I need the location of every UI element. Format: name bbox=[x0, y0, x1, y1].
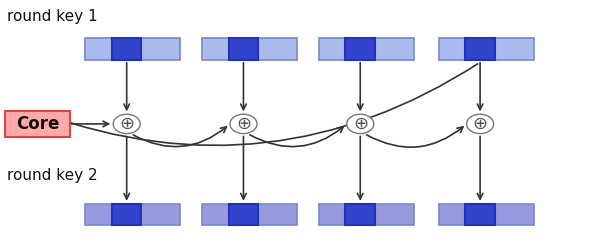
Bar bbox=[346, 38, 375, 60]
Bar bbox=[85, 38, 180, 60]
Bar bbox=[112, 38, 142, 60]
Bar bbox=[439, 204, 534, 226]
Text: $\oplus$: $\oplus$ bbox=[119, 115, 134, 133]
Bar bbox=[202, 38, 298, 60]
Bar bbox=[85, 204, 180, 226]
Bar bbox=[439, 38, 534, 60]
FancyBboxPatch shape bbox=[6, 111, 70, 137]
Text: round key 1: round key 1 bbox=[7, 9, 97, 24]
Ellipse shape bbox=[230, 114, 257, 134]
Bar bbox=[229, 204, 258, 226]
Bar bbox=[465, 204, 495, 226]
Bar bbox=[229, 38, 258, 60]
Bar bbox=[318, 204, 414, 226]
Text: round key 2: round key 2 bbox=[7, 168, 97, 183]
Text: Core: Core bbox=[16, 115, 59, 133]
Bar bbox=[346, 204, 375, 226]
Bar bbox=[112, 204, 142, 226]
Text: $\oplus$: $\oplus$ bbox=[352, 115, 368, 133]
Ellipse shape bbox=[347, 114, 374, 134]
Text: $\oplus$: $\oplus$ bbox=[236, 115, 251, 133]
Text: $\oplus$: $\oplus$ bbox=[472, 115, 488, 133]
Bar bbox=[318, 38, 414, 60]
Ellipse shape bbox=[113, 114, 140, 134]
Bar bbox=[465, 38, 495, 60]
Ellipse shape bbox=[466, 114, 493, 134]
Bar bbox=[202, 204, 298, 226]
